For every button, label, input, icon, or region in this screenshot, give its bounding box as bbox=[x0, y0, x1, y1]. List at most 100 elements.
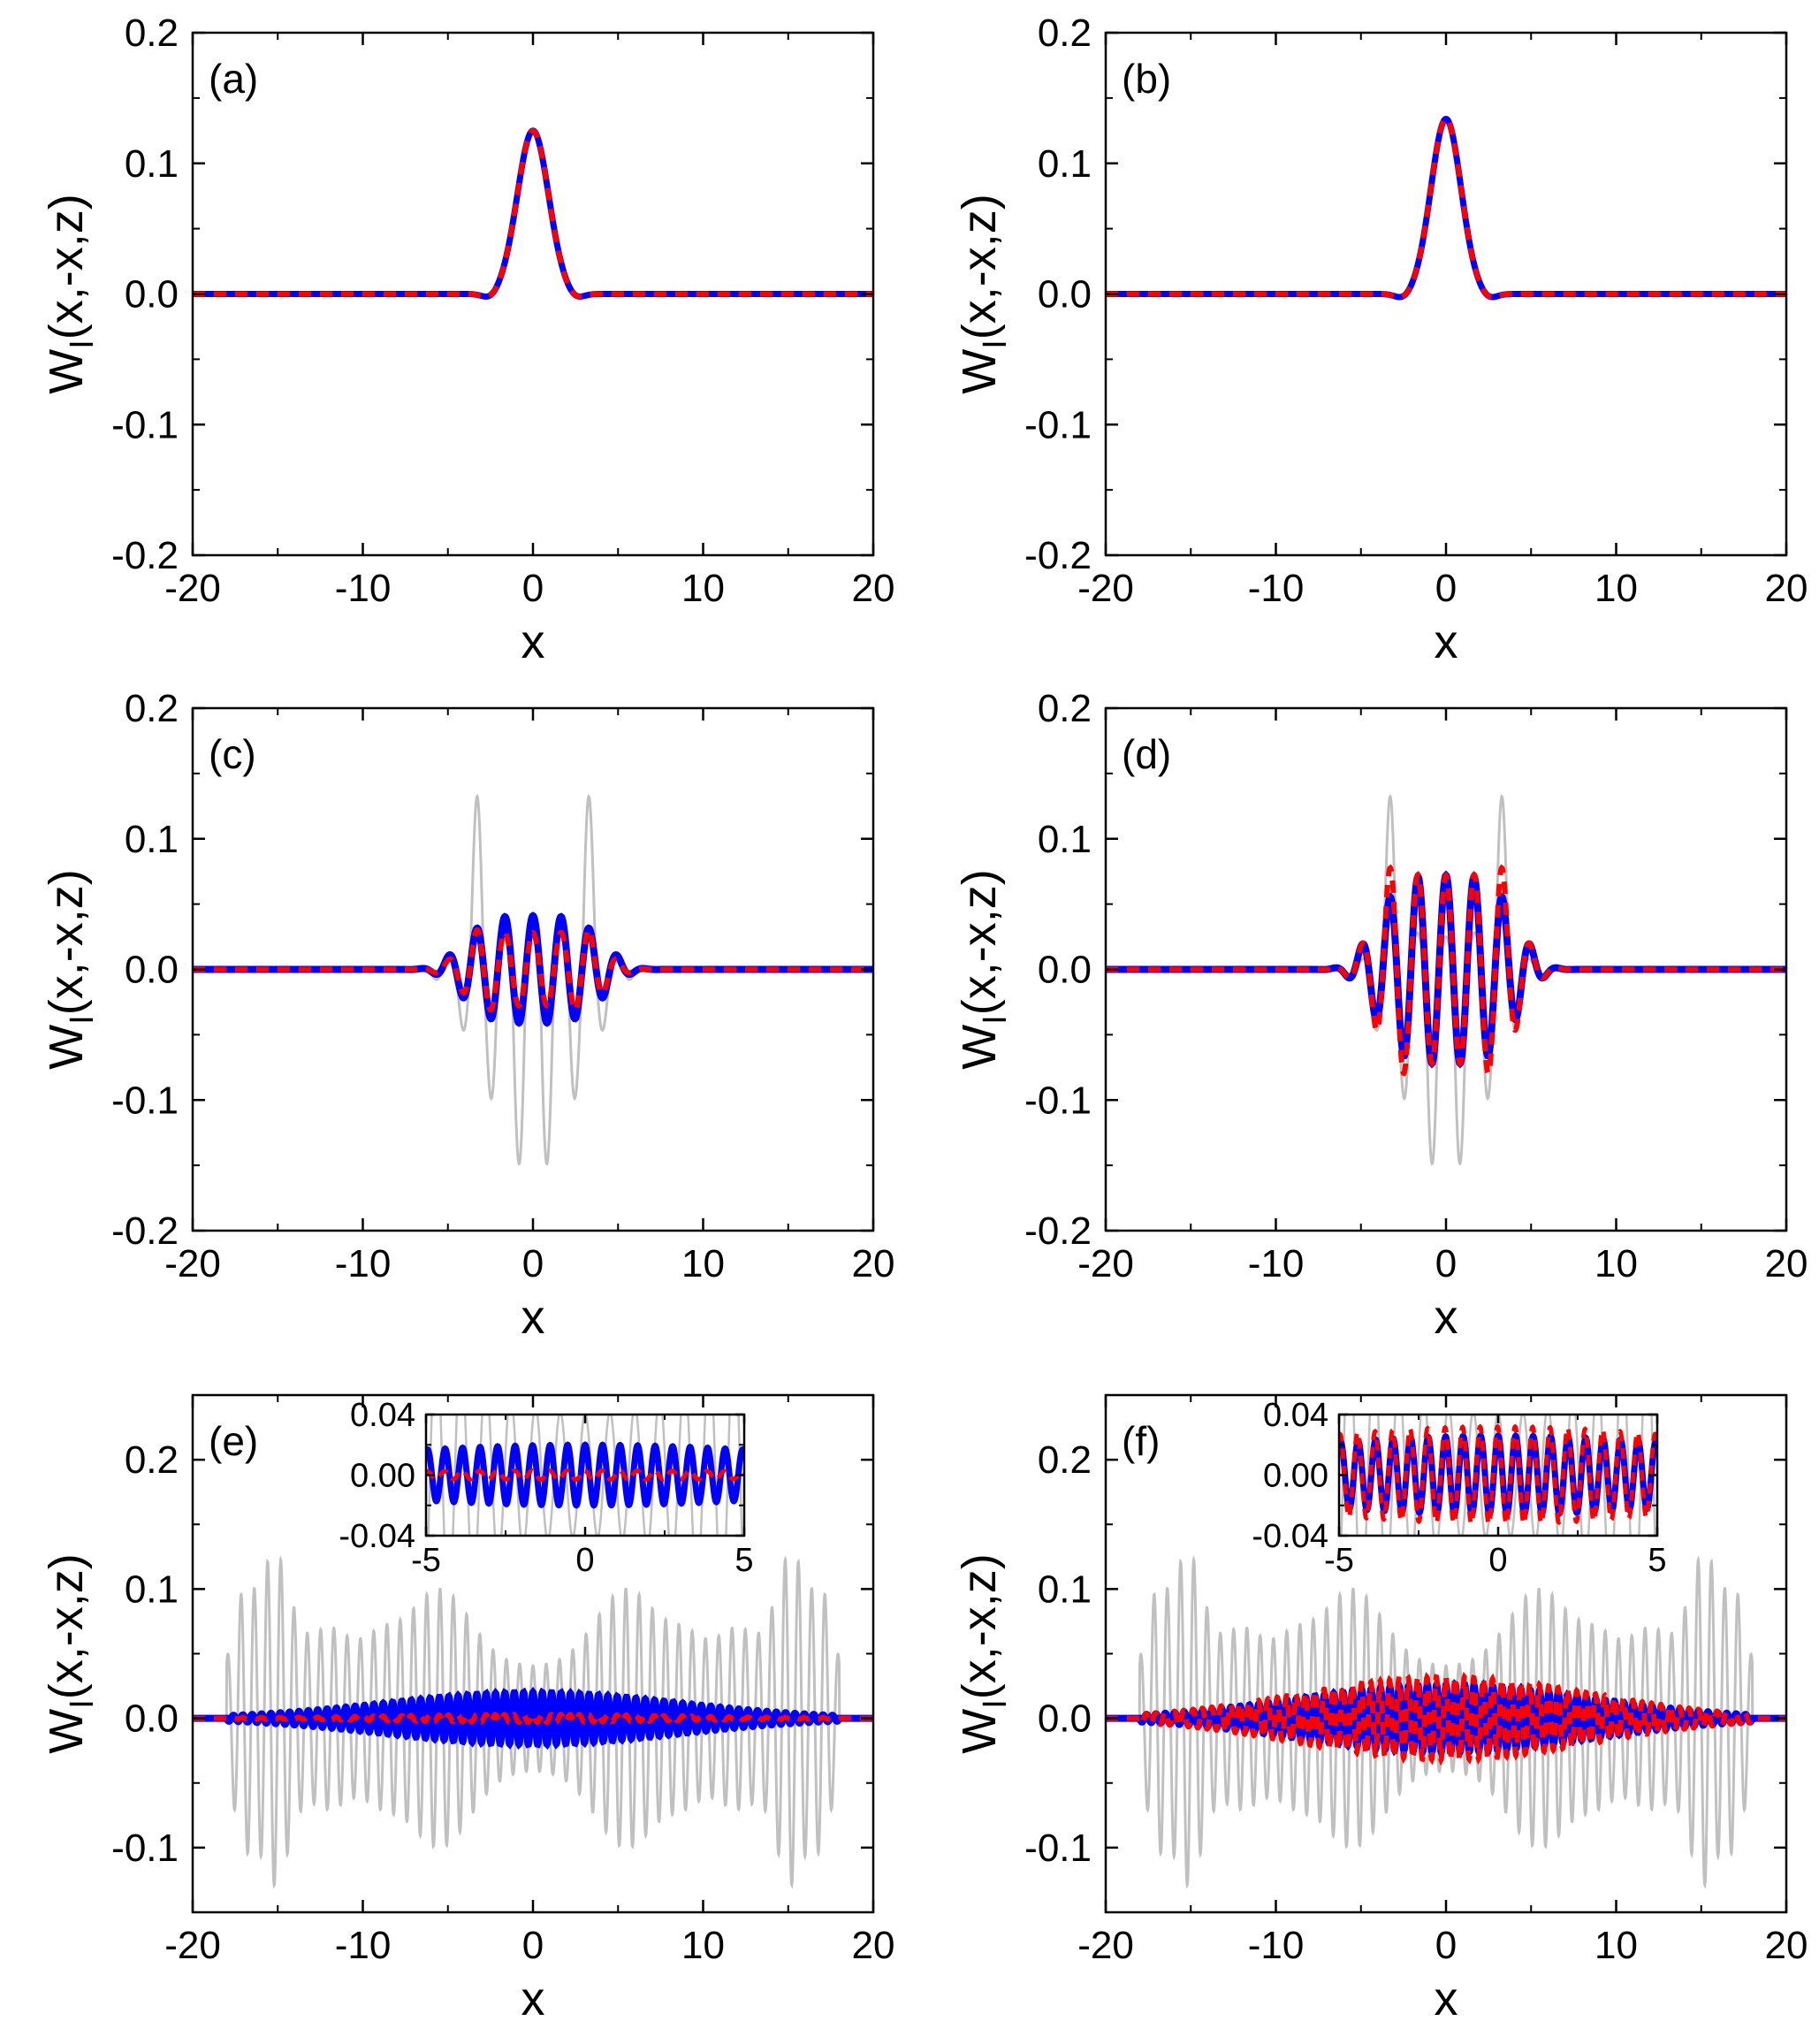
curves bbox=[193, 794, 873, 1166]
inset-curves bbox=[1339, 1415, 1657, 1536]
curves bbox=[1106, 115, 1786, 301]
y-tick-label: 0.1 bbox=[125, 1567, 179, 1611]
panel-d: -20 -10 0 10 20 -0.2 -0.1 0.0 0.1 0.2 (d) x WI(x,-x,… bbox=[953, 687, 1808, 1344]
y-axis-title: WI(x,-x,z) bbox=[40, 194, 101, 393]
inset-e: -5 0 5 -0.04 0.00 0.04 bbox=[339, 1397, 753, 1579]
y-tick-label: 0.00 bbox=[1263, 1458, 1328, 1495]
panel-label: (b) bbox=[1122, 56, 1171, 102]
x-tick-label: 0 bbox=[1488, 1542, 1507, 1579]
y-tick-label: 0.1 bbox=[125, 142, 179, 186]
panel-label: (c) bbox=[209, 731, 256, 777]
series-line-dashed bbox=[193, 127, 873, 300]
y-axis-title-rest: (x,-x,z) bbox=[953, 194, 1006, 339]
x-tick-label: 20 bbox=[1765, 1242, 1808, 1285]
x-tick-label: 10 bbox=[1594, 1242, 1638, 1285]
panel-label: (e) bbox=[209, 1418, 258, 1464]
x-tick-label: 20 bbox=[1765, 567, 1808, 610]
y-tick-label: -0.1 bbox=[1024, 1827, 1092, 1870]
y-tick-label: 0.0 bbox=[125, 273, 179, 317]
x-tick-label: 0 bbox=[575, 1542, 594, 1579]
y-axis-title-main: W bbox=[953, 1709, 1006, 1754]
series-line-solid bbox=[1106, 115, 1786, 301]
y-axis-title-main: W bbox=[953, 1025, 1006, 1070]
y-tick-label: 0.0 bbox=[125, 949, 179, 992]
y-tick-label: -0.1 bbox=[111, 1827, 179, 1870]
curves bbox=[1106, 1554, 1786, 1889]
x-tick-label: 0 bbox=[522, 1924, 544, 1967]
y-tick-label: 0.0 bbox=[1038, 1697, 1092, 1741]
x-tick-label: -5 bbox=[1324, 1542, 1354, 1579]
x-tick-label: 0 bbox=[522, 1242, 544, 1285]
x-tick-label: 20 bbox=[852, 1924, 895, 1967]
panel-e: -20 -10 0 10 20 -0.1 0.0 0.1 0.2 (e) x WI(x,-x,z) -5… bbox=[40, 1393, 895, 2025]
y-tick-label: 0.2 bbox=[125, 11, 179, 55]
y-tick-label: 0.2 bbox=[1038, 687, 1092, 730]
y-axis-title: WI(x,-x,z) bbox=[40, 869, 101, 1069]
x-tick-label: 0 bbox=[522, 567, 544, 610]
y-tick-label: 0.1 bbox=[1038, 142, 1092, 186]
series-line-dashed bbox=[1106, 864, 1786, 1077]
y-axis-title: WI(x,-x,z) bbox=[40, 1553, 101, 1753]
y-axis-title-sub: I bbox=[64, 1015, 101, 1025]
series-line-reference bbox=[193, 1554, 873, 1889]
x-axis-title: x bbox=[521, 615, 545, 668]
y-axis-title-main: W bbox=[40, 1025, 93, 1070]
x-tick-label: -20 bbox=[1077, 1242, 1134, 1285]
panel-label: (d) bbox=[1122, 731, 1171, 777]
inset-series-line-solid bbox=[426, 1441, 744, 1509]
series-line-reference bbox=[1106, 1554, 1786, 1889]
x-tick-label: 10 bbox=[1594, 567, 1638, 610]
y-tick-label: -0.04 bbox=[1252, 1518, 1328, 1555]
y-tick-label: -0.2 bbox=[111, 534, 179, 577]
y-axis-title-rest: (x,-x,z) bbox=[953, 1553, 1006, 1699]
y-axis-title: WI(x,-x,z) bbox=[953, 194, 1014, 393]
panel-label: (f) bbox=[1122, 1418, 1160, 1464]
y-axis-title-rest: (x,-x,z) bbox=[40, 194, 93, 339]
panel-c: -20 -10 0 10 20 -0.2 -0.1 0.0 0.1 0.2 (c) x WI(x,-x,… bbox=[40, 687, 894, 1344]
series-line-solid bbox=[193, 1686, 873, 1750]
inset-curves bbox=[426, 1415, 744, 1536]
x-tick-label: 5 bbox=[1648, 1542, 1666, 1579]
x-tick-label: 10 bbox=[1594, 1924, 1638, 1967]
series-line-solid bbox=[1106, 870, 1786, 1069]
y-tick-label: -0.1 bbox=[1024, 1079, 1092, 1122]
panel-label: (a) bbox=[209, 56, 258, 102]
series-line-solid bbox=[193, 127, 873, 300]
y-axis-title-rest: (x,-x,z) bbox=[40, 869, 93, 1015]
x-tick-label: -10 bbox=[335, 1242, 392, 1285]
curves bbox=[1106, 794, 1786, 1166]
x-tick-label: 20 bbox=[852, 1242, 895, 1285]
y-tick-label: -0.2 bbox=[1024, 534, 1092, 577]
series-line-dashed bbox=[1106, 116, 1786, 301]
y-axis-title-rest: (x,-x,z) bbox=[40, 1553, 93, 1699]
y-axis-title-main: W bbox=[40, 1709, 93, 1754]
x-tick-label: -20 bbox=[164, 567, 221, 610]
y-tick-label: 0.0 bbox=[1038, 949, 1092, 992]
x-tick-label: 0 bbox=[1435, 567, 1457, 610]
y-axis-title-sub: I bbox=[977, 1015, 1014, 1025]
x-tick-label: -5 bbox=[411, 1542, 441, 1579]
x-tick-label: 0 bbox=[1435, 1242, 1457, 1285]
y-tick-label: 0.1 bbox=[1038, 818, 1092, 861]
panel-b: -20 -10 0 10 20 -0.2 -0.1 0.0 0.1 0.2 (b) x WI(x,-x,… bbox=[953, 11, 1808, 668]
y-axis-title: WI(x,-x,z) bbox=[953, 1553, 1014, 1753]
x-tick-label: -10 bbox=[1248, 1242, 1305, 1285]
y-tick-label: 0.2 bbox=[1038, 11, 1092, 55]
y-tick-label: 0.2 bbox=[125, 1438, 179, 1482]
y-tick-label: -0.1 bbox=[1024, 403, 1092, 446]
curves bbox=[193, 127, 873, 300]
inset-series-line-reference bbox=[427, 1415, 743, 1536]
x-tick-label: -20 bbox=[1077, 567, 1134, 610]
x-axis-title: x bbox=[1435, 615, 1458, 668]
x-tick-label: 20 bbox=[852, 567, 895, 610]
x-tick-label: -20 bbox=[164, 1242, 221, 1285]
inset-series-line-dashed bbox=[426, 1468, 744, 1483]
x-tick-label: -10 bbox=[1248, 567, 1305, 610]
y-tick-label: 0.04 bbox=[1263, 1397, 1328, 1434]
y-axis-title-sub: I bbox=[64, 1699, 101, 1709]
series-line-dashed bbox=[1106, 1670, 1786, 1766]
y-tick-label: 0.0 bbox=[1038, 273, 1092, 317]
y-axis-title-rest: (x,-x,z) bbox=[953, 869, 1006, 1015]
y-axis-title: WI(x,-x,z) bbox=[953, 869, 1014, 1069]
